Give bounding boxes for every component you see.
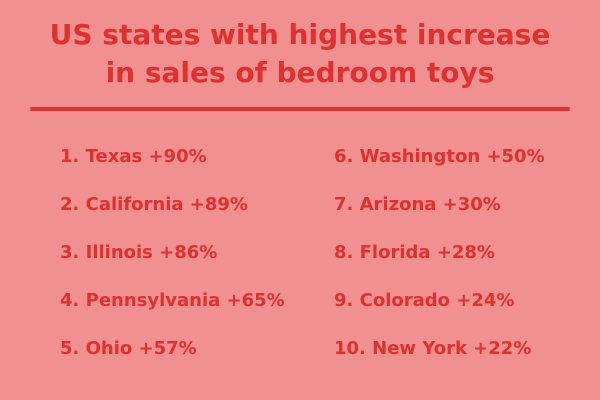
ranking-item-2: 2. California +89% — [60, 194, 248, 215]
ranking-item-7: 7. Arizona +30% — [334, 194, 501, 215]
page-title: US states with highest increase in sales… — [0, 16, 600, 92]
ranking-list-left: 1. Texas +90% 2. California +89% 3. Illi… — [60, 141, 285, 381]
ranking-item-3: 3. Illinois +86% — [60, 242, 218, 263]
title-line-2: in sales of bedroom toys — [105, 56, 495, 89]
ranking-item-1: 1. Texas +90% — [60, 146, 207, 167]
ranking-item-4: 4. Pennsylvania +65% — [60, 290, 285, 311]
ranking-item-6: 6. Washington +50% — [334, 146, 545, 167]
title-line-1: US states with highest increase — [49, 18, 551, 51]
ranking-item-9: 9. Colorado +24% — [334, 290, 515, 311]
ranking-item-5: 5. Ohio +57% — [60, 338, 197, 359]
ranking-list-right: 6. Washington +50% 7. Arizona +30% 8. Fl… — [334, 141, 545, 381]
title-divider — [30, 107, 570, 111]
ranking-item-10: 10. New York +22% — [334, 338, 532, 359]
ranking-item-8: 8. Florida +28% — [334, 242, 495, 263]
